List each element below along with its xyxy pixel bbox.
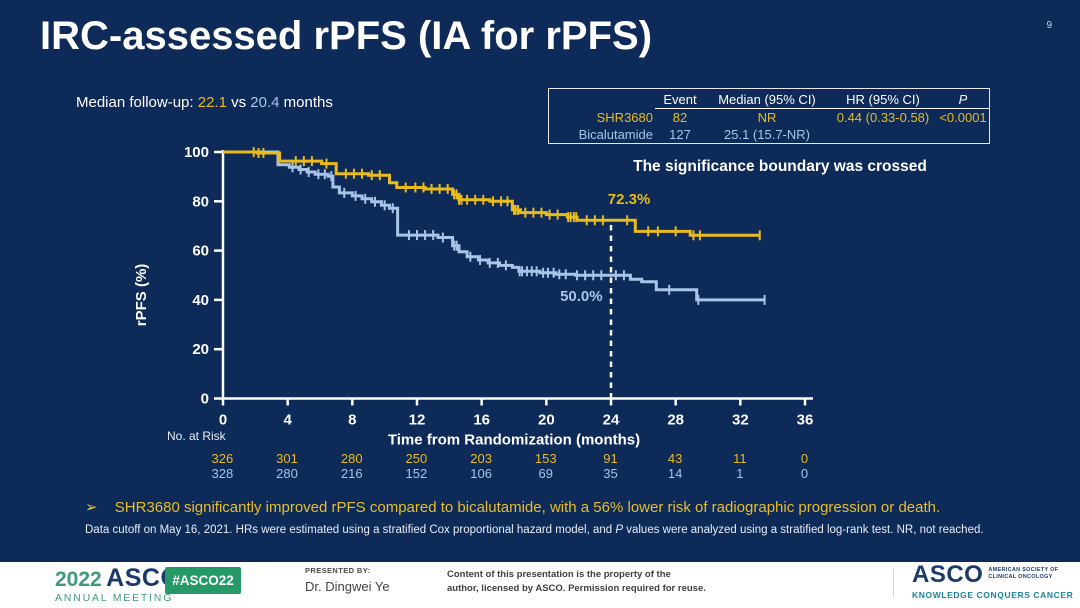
risk-row-bicalutamide: 328 280 216 152 106 69 35 14 1 0 xyxy=(190,466,838,481)
stats-header-row: Event Median (95% CI) HR (95% CI) P xyxy=(549,88,990,109)
y-axis-label: rPFS (%) xyxy=(133,264,150,327)
y-tick-label: 100 xyxy=(184,144,209,161)
arm-name: Bicalutamide xyxy=(578,127,653,142)
median-followup-bicalutamide: 20.4 xyxy=(250,94,280,111)
risk-count: 35 xyxy=(603,466,618,481)
risk-count: 106 xyxy=(470,466,492,481)
significance-note: The significance boundary was crossed xyxy=(633,158,927,175)
risk-count: 250 xyxy=(405,451,428,466)
median-followup-shr3680: 22.1 xyxy=(197,94,227,111)
permission-line-1: Content of this presentation is the prop… xyxy=(447,569,671,580)
hr-value xyxy=(829,126,937,144)
risk-count: 11 xyxy=(733,451,747,466)
km-curve-bicalutamide xyxy=(223,150,765,302)
kaplan-meier-chart: 0 20 40 60 80 100 0 4 8 12 16 20 24 28 32 36 Time from R… xyxy=(133,144,814,449)
median-value: 25.1 (15.7-NR) xyxy=(724,127,810,142)
median-value: NR xyxy=(757,110,777,125)
risk-count: 0 xyxy=(800,466,809,481)
asco-society-logo: ASCO AMERICAN SOCIETY OF CLINICAL ONCOLO… xyxy=(912,561,1074,601)
bullet-arrow-icon: ➢ xyxy=(85,499,98,516)
x-tick-label: 0 xyxy=(219,412,227,429)
risk-count: 301 xyxy=(276,451,298,466)
page-title: IRC-assessed rPFS (IA for rPFS) xyxy=(40,14,653,58)
meeting-sub: ANNUAL MEETING xyxy=(55,592,174,604)
x-tick-label: 4 xyxy=(283,412,292,429)
asco-wordmark: ASCO xyxy=(912,561,984,588)
x-tick-label: 28 xyxy=(667,412,684,429)
slide-number: 9 xyxy=(1046,20,1052,31)
stats-header-event: Event xyxy=(655,88,705,109)
takeaway-bullet: ➢ SHR3680 significantly improved rPFS co… xyxy=(85,498,1070,516)
stats-header-hr: HR (95% CI) xyxy=(829,88,937,109)
median-followup-text: Median follow-up: 22.1 vs 20.4 months xyxy=(76,94,333,111)
footnote-italic-p: P xyxy=(615,524,624,536)
asco-society-line1: AMERICAN SOCIETY OF xyxy=(988,567,1059,573)
presented-by-label: PRESENTED BY: xyxy=(305,566,371,575)
x-axis-label: Time from Randomization (months) xyxy=(388,432,640,449)
risk-count: 91 xyxy=(603,451,618,466)
risk-count: 0 xyxy=(800,451,809,466)
x-tick-label: 16 xyxy=(473,412,490,429)
risk-count: 328 xyxy=(211,466,234,481)
arm-name: SHR3680 xyxy=(596,109,653,125)
y-tick-label: 60 xyxy=(192,243,209,260)
stats-header-p: P xyxy=(937,88,990,109)
median-followup-vs: vs xyxy=(231,94,247,111)
landmark-annotation: 50.0% xyxy=(560,288,603,305)
x-tick-label: 12 xyxy=(409,412,426,429)
risk-count: 216 xyxy=(340,466,363,481)
median-followup-unit: months xyxy=(283,94,333,111)
presenter-name: Dr. Dingwei Ye xyxy=(305,579,390,594)
landmark-annotation: 72.3% xyxy=(608,191,651,208)
footnote: Data cutoff on May 16, 2021. HRs were es… xyxy=(85,524,984,536)
asco-society-name: AMERICAN SOCIETY OF CLINICAL ONCOLOGY xyxy=(988,567,1058,582)
footnote-pre: Data cutoff on May 16, 2021. HRs were es… xyxy=(85,524,616,536)
asco-tagline: KNOWLEDGE CONQUERS CANCER xyxy=(912,590,1074,600)
risk-count: 14 xyxy=(667,466,683,481)
risk-count: 280 xyxy=(276,466,298,481)
risk-count: 152 xyxy=(405,466,428,481)
asco-annual-meeting-logo: 2022 ASCO ANNUAL MEETING xyxy=(55,566,180,604)
event-count: 82 xyxy=(672,110,688,125)
median-followup-label: Median follow-up: xyxy=(76,94,194,111)
y-tick-label: 40 xyxy=(192,292,209,309)
risk-row-shr3680: 326 301 280 250 203 153 91 43 11 0 xyxy=(190,451,838,466)
event-count: 127 xyxy=(669,127,691,142)
presented-by-block: PRESENTED BY: Dr. Dingwei Ye xyxy=(305,566,390,594)
risk-count: 203 xyxy=(470,451,492,466)
y-tick-label: 80 xyxy=(192,193,209,210)
hr-value: 0.44 (0.33-0.58) xyxy=(836,110,930,125)
risk-count: 326 xyxy=(211,451,234,466)
risk-count: 153 xyxy=(534,451,557,466)
footnote-post: values were analyzed using a stratified … xyxy=(623,524,984,536)
stats-row-bicalutamide: Bicalutamide 127 25.1 (15.7-NR) xyxy=(549,126,990,144)
risk-count: 280 xyxy=(340,451,363,466)
stats-table: Event Median (95% CI) HR (95% CI) P SHR3… xyxy=(548,88,990,144)
stats-row-shr3680: SHR3680 82 NR 0.44 (0.33-0.58) <0.0001 xyxy=(549,109,990,127)
x-tick-label: 24 xyxy=(603,412,620,429)
risk-count: 1 xyxy=(736,466,744,481)
x-tick-label: 20 xyxy=(538,412,555,429)
takeaway-text: SHR3680 significantly improved rPFS comp… xyxy=(114,499,941,516)
footer-bar: 2022 ASCO ANNUAL MEETING #ASCO22 PRESENT… xyxy=(0,562,1080,608)
risk-count: 43 xyxy=(667,451,683,466)
p-value xyxy=(937,126,990,144)
x-tick-label: 32 xyxy=(732,412,749,429)
meeting-year: 2022 xyxy=(55,568,102,591)
stats-corner-cell xyxy=(549,89,656,109)
risk-table-label: No. at Risk xyxy=(167,429,226,443)
hashtag-badge: #ASCO22 xyxy=(165,567,241,594)
permission-line-2: author, licensed by ASCO. Permission req… xyxy=(447,583,706,595)
stats-header-median: Median (95% CI) xyxy=(705,88,829,109)
y-tick-label: 20 xyxy=(192,341,209,358)
p-value: <0.0001 xyxy=(939,110,987,125)
footer-divider xyxy=(893,568,894,598)
risk-count: 69 xyxy=(538,466,554,481)
x-tick-label: 36 xyxy=(797,412,814,429)
y-tick-label: 0 xyxy=(201,391,209,408)
permission-text: Content of this presentation is the prop… xyxy=(447,568,706,597)
x-tick-label: 8 xyxy=(348,412,356,429)
asco-society-line2: CLINICAL ONCOLOGY xyxy=(988,574,1053,581)
